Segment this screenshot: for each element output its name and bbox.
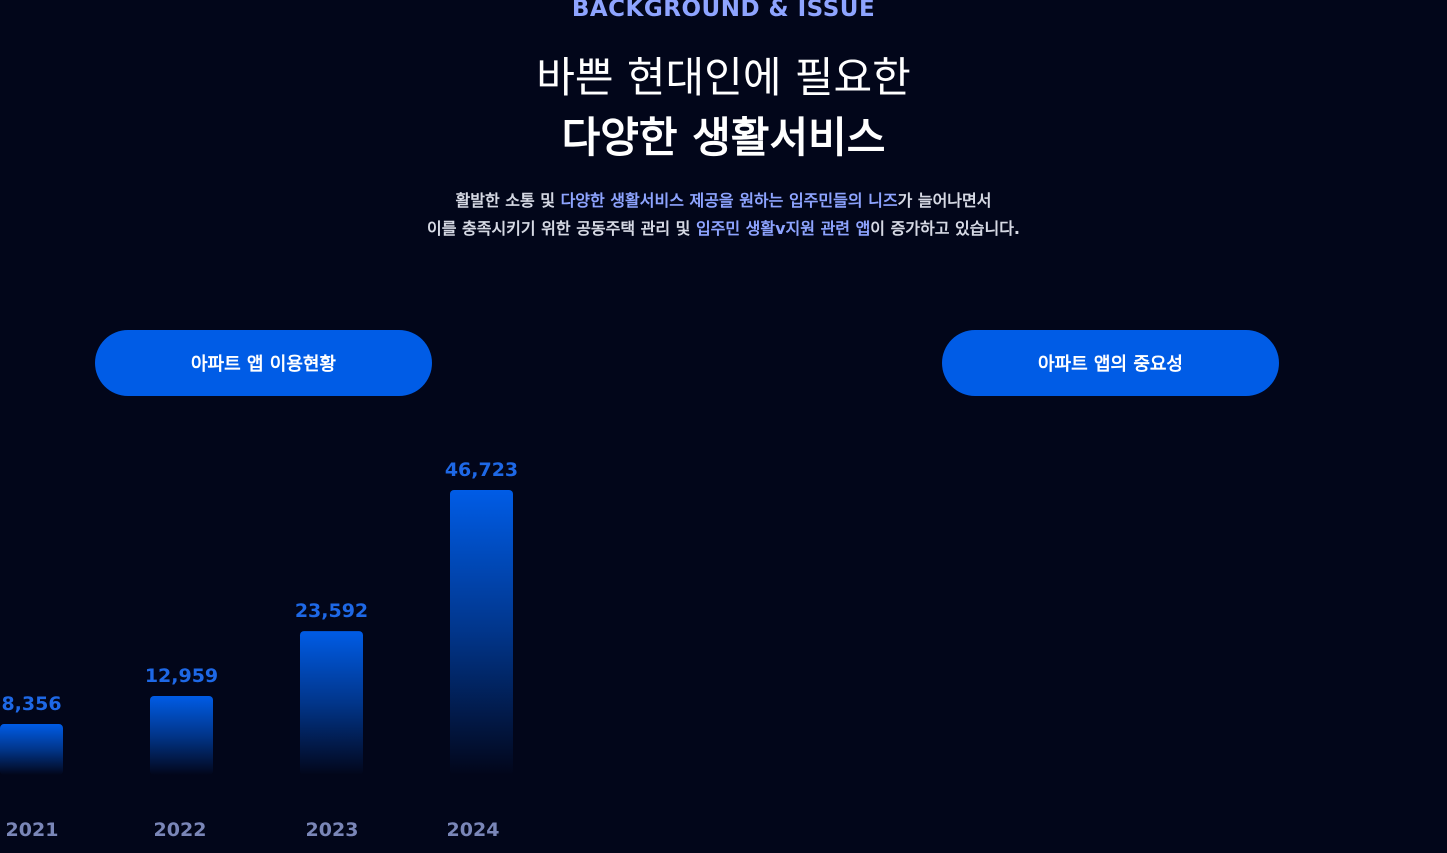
headline-line-2: 다양한 생활서비스 — [561, 113, 886, 162]
year-tick-label: 2024 — [447, 819, 500, 841]
bar-value-label: 23,592 — [295, 600, 368, 622]
apartment-app-importance-button[interactable]: 아파트 앱의 중요성 — [942, 330, 1279, 396]
headline-line-1: 바쁜 현대인에 필요한 — [536, 53, 911, 102]
year-tick-label: 2021 — [6, 819, 59, 841]
description-text: 활발한 소통 및 — [455, 191, 561, 210]
bar-2024 — [450, 490, 513, 775]
description-line-2: 이를 충족시키기 위한 공동주택 관리 및 입주민 생활v지원 관련 앱이 증가… — [0, 218, 1447, 240]
app-usage-bar-chart: 8,356 2021 12,959 2022 23,592 2023 46,723 2024 — [0, 459, 518, 841]
description-text: 이 증가하고 있습니다. — [870, 219, 1020, 238]
description-highlight: 다양한 생활서비스 제공을 원하는 입주민들의 니즈 — [560, 191, 898, 210]
description-line-1: 활발한 소통 및 다양한 생활서비스 제공을 원하는 입주민들의 니즈가 늘어나… — [0, 190, 1447, 212]
bar-2022 — [150, 695, 213, 775]
description-text: 가 늘어나면서 — [897, 191, 992, 210]
year-tick-label: 2022 — [154, 819, 207, 841]
apartment-app-usage-button[interactable]: 아파트 앱 이용현황 — [95, 330, 432, 396]
description-text: 이를 충족시키기 위한 공동주택 관리 및 — [427, 219, 696, 238]
bar-2021 — [0, 724, 63, 775]
bar-value-label: 8,356 — [1, 693, 61, 715]
year-tick-label: 2023 — [306, 819, 359, 841]
bar-value-label: 12,959 — [145, 665, 218, 687]
bar-value-label: 46,723 — [445, 459, 518, 481]
description-highlight: 입주민 생활v지원 관련 앱 — [695, 219, 871, 238]
section-eyebrow: BACKGROUND & ISSUE — [571, 0, 876, 22]
bar-2023 — [300, 631, 363, 775]
